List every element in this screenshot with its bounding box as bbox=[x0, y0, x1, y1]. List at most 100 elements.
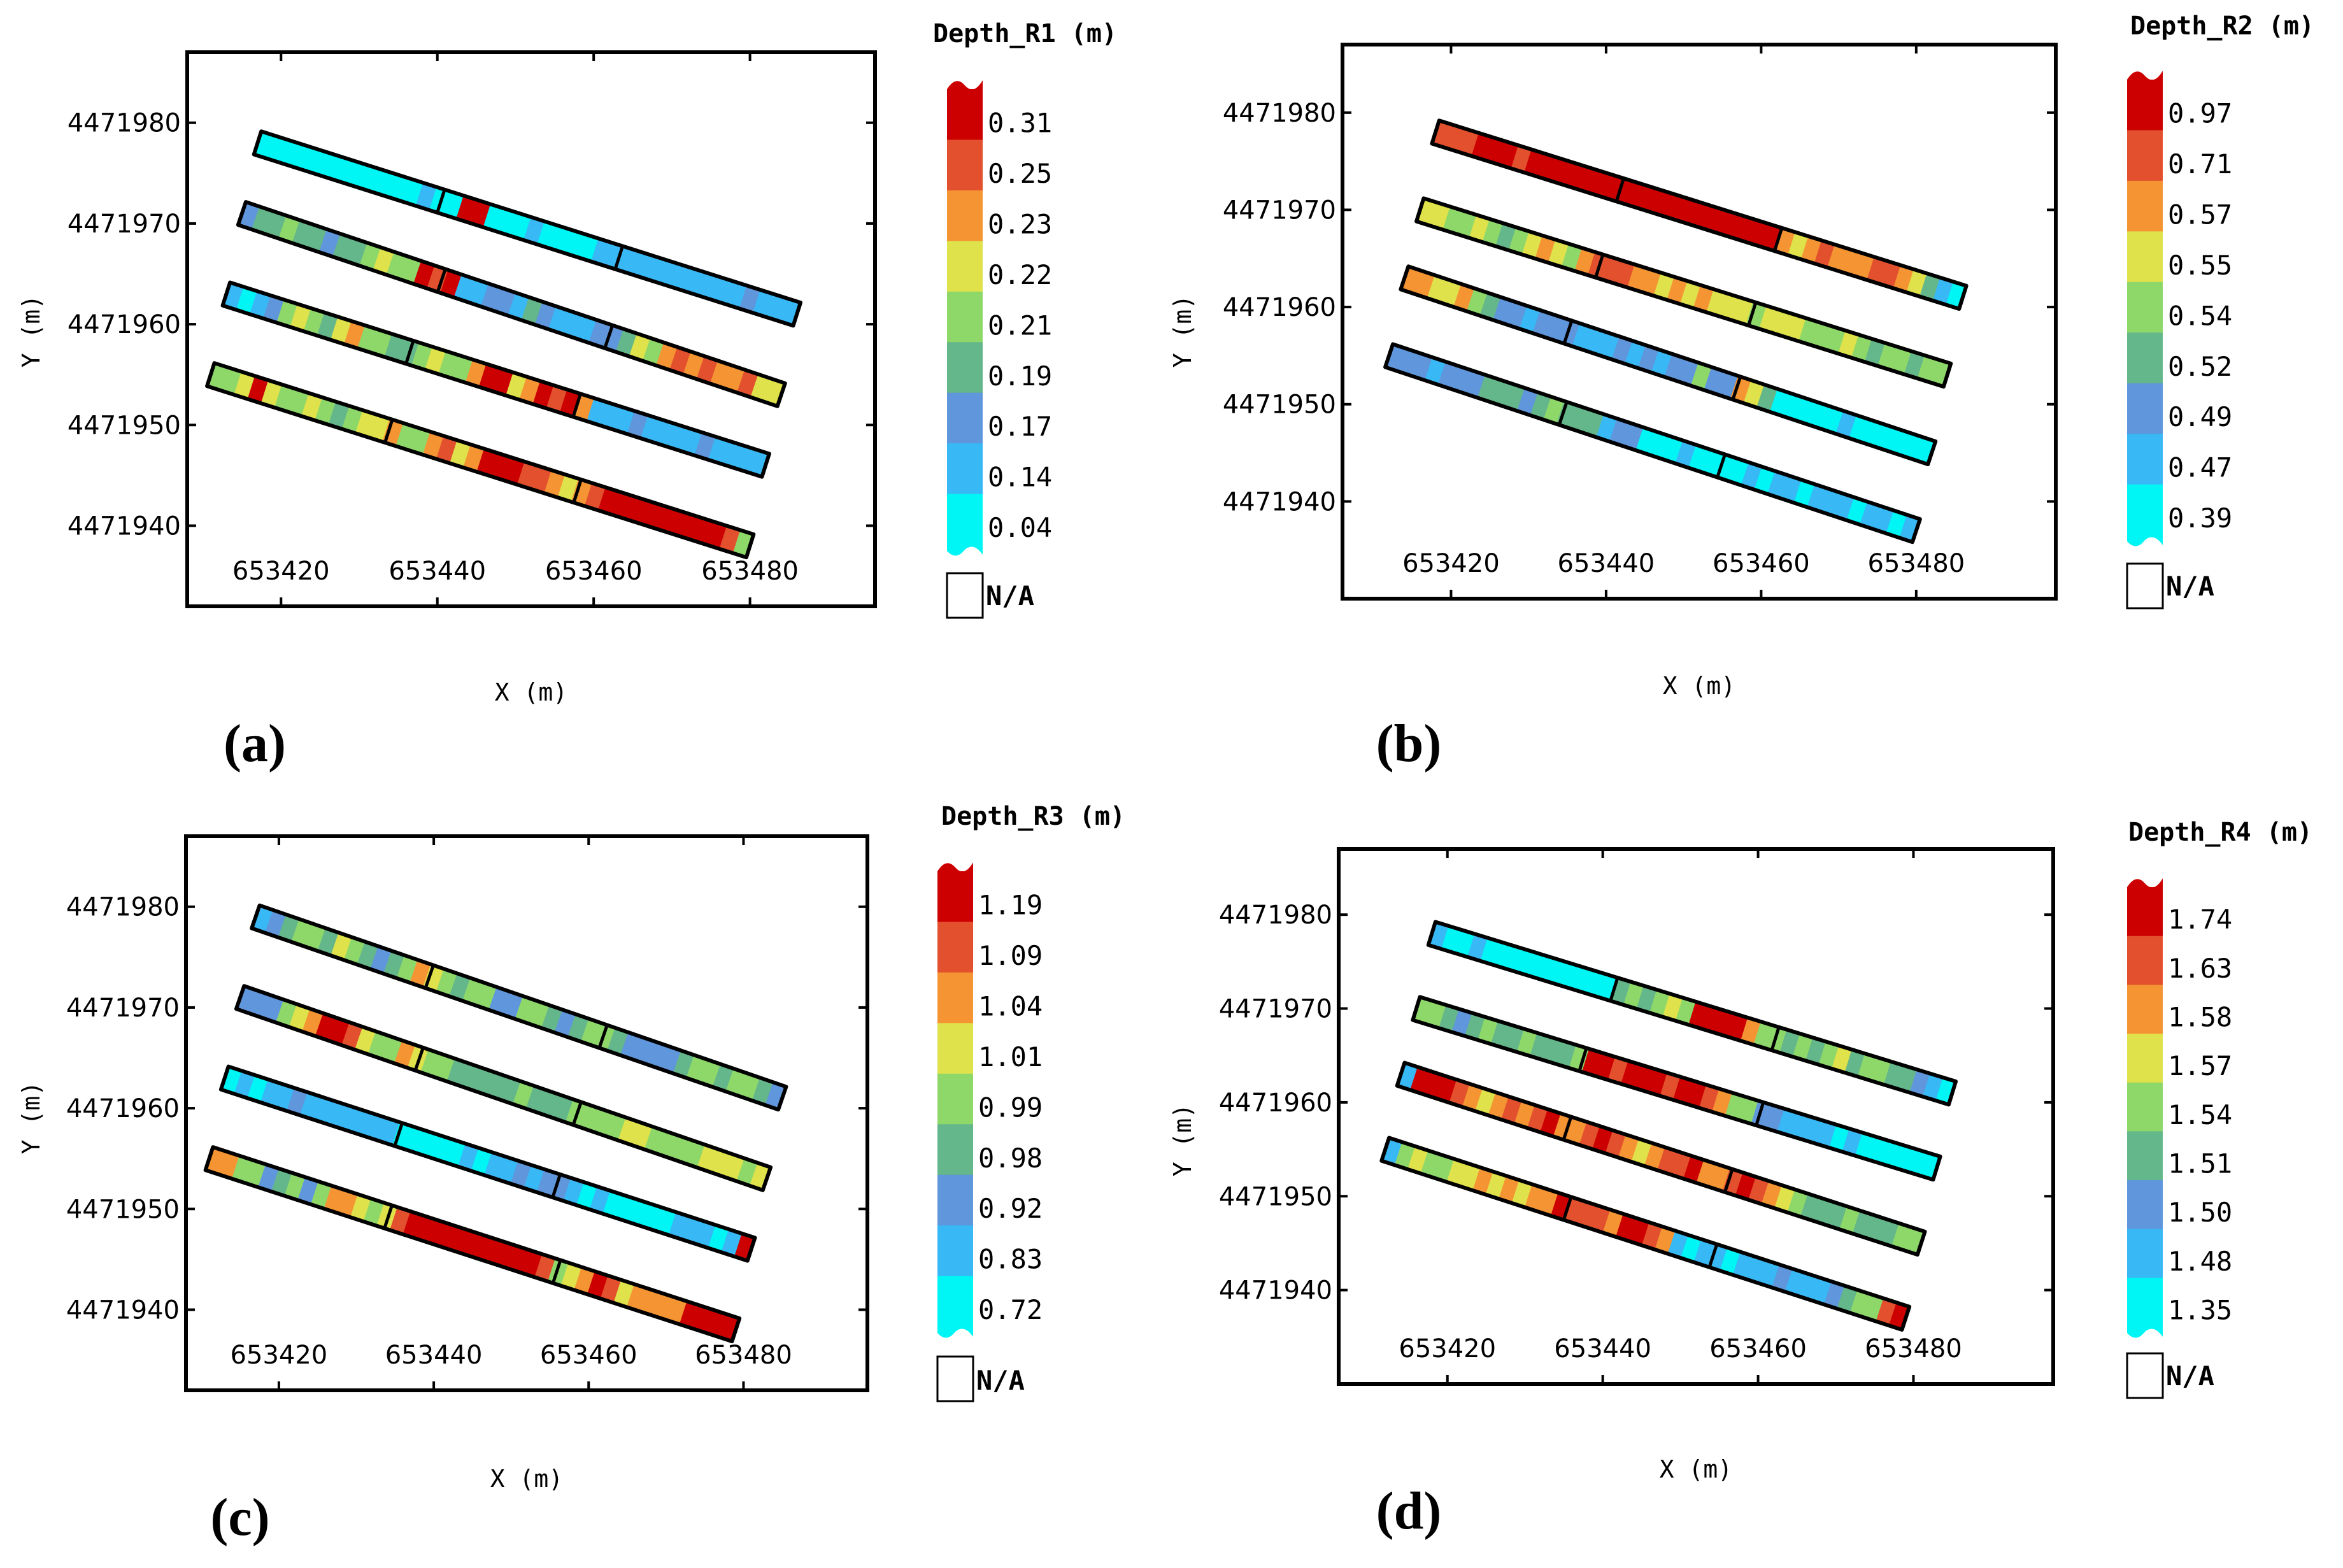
y-tick-label: 4471970 bbox=[66, 994, 180, 1023]
colorbar-segment bbox=[2127, 1082, 2163, 1132]
colorbar-tick-label: 0.21 bbox=[988, 310, 1052, 341]
segment-divider bbox=[1609, 977, 1620, 1002]
x-tick-labels: 653420 653440 653460 653480 bbox=[1402, 45, 1965, 599]
panel-a: 653420 653440 653460 653480 447198044719704… bbox=[17, 19, 1117, 773]
colorbar-label-panel bbox=[973, 871, 1048, 1327]
colorbar-label-panel bbox=[2163, 887, 2238, 1327]
y-tick-label: 4471960 bbox=[1219, 1088, 1332, 1118]
y-tick-label: 4471950 bbox=[66, 1195, 180, 1224]
na-swatch bbox=[936, 1355, 974, 1402]
colorbar-segment bbox=[947, 342, 983, 394]
strip-outline bbox=[1395, 1060, 1927, 1257]
y-tick-label: 4471950 bbox=[68, 411, 181, 440]
colorbar-tick-label: 0.83 bbox=[978, 1244, 1043, 1275]
y-tick-label: 4471940 bbox=[68, 511, 181, 541]
colorbar-segment bbox=[937, 922, 973, 973]
strip-cell bbox=[765, 1082, 787, 1110]
colorbar-segment bbox=[2127, 434, 2163, 485]
strip-cell bbox=[1930, 359, 1951, 387]
colorbar-segment bbox=[2127, 1229, 2163, 1278]
segment-divider bbox=[571, 393, 582, 418]
segment-divider bbox=[551, 1259, 562, 1284]
colorbar-tick-label: 1.50 bbox=[2168, 1197, 2232, 1228]
colorbar-cap-top bbox=[937, 862, 973, 872]
colorbar-segment bbox=[2127, 985, 2163, 1034]
strip-cell bbox=[734, 1233, 755, 1261]
segment-divider bbox=[436, 189, 446, 213]
colorbar-tick-label: 0.97 bbox=[2168, 98, 2232, 129]
colorbar-tick-label: 0.04 bbox=[988, 512, 1052, 543]
colorbar: 0.97 0.71 0.57 0.55 0.54 0.52 0.49 0.47 0.39 bbox=[2127, 71, 2238, 546]
colorbar-cap-bottom bbox=[947, 545, 983, 556]
segment-divider bbox=[413, 1047, 425, 1071]
colorbar-tick-label: 0.54 bbox=[2168, 300, 2232, 331]
strip-outline bbox=[234, 984, 773, 1192]
strip-cell bbox=[718, 1314, 740, 1342]
colorbar-tick-label: 1.54 bbox=[2168, 1099, 2232, 1130]
colorbar-tick-label: 0.57 bbox=[2168, 199, 2232, 230]
x-tick-label: 653460 bbox=[1713, 549, 1810, 578]
strip-cell bbox=[1946, 282, 1967, 309]
colorbar-tick-label: 1.35 bbox=[2168, 1295, 2232, 1326]
na-swatch bbox=[2126, 562, 2164, 609]
na-swatch bbox=[946, 572, 984, 619]
colorbar-tick-label: 1.57 bbox=[2168, 1050, 2232, 1081]
colorbar-tick-label: 0.98 bbox=[978, 1143, 1043, 1174]
colorbar-tick-label: 0.52 bbox=[2168, 351, 2232, 382]
colorbar-tick-label: 1.58 bbox=[2168, 1002, 2232, 1033]
strip-outline bbox=[218, 1064, 757, 1263]
segment-divider bbox=[1562, 1116, 1573, 1141]
strip-outline bbox=[1411, 995, 1942, 1182]
colorbar-segment bbox=[2127, 484, 2163, 536]
segment-divider bbox=[1716, 453, 1727, 478]
y-tick-labels: 4471980 4471970 4471960 4471950 4471940 bbox=[66, 893, 867, 1325]
panel-d: 653420 653440 653460 653480 447198044719704… bbox=[1169, 818, 2312, 1541]
segment-divider bbox=[603, 324, 615, 349]
y-axis-label: Y (m) bbox=[17, 1081, 45, 1154]
x-axis-label: X (m) bbox=[490, 1465, 563, 1493]
segment-divider bbox=[1747, 302, 1758, 326]
colorbar-segment bbox=[2127, 231, 2163, 283]
segment-divider bbox=[1707, 1243, 1719, 1268]
colorbar-tick-label: 0.71 bbox=[2168, 148, 2232, 180]
strip-outline bbox=[1383, 342, 1922, 545]
segment-divider bbox=[1562, 320, 1574, 345]
y-tick-label: 4471960 bbox=[66, 1094, 180, 1123]
colorbar-tick-label: 0.49 bbox=[2168, 401, 2232, 432]
segment-divider bbox=[1577, 1047, 1588, 1072]
y-tick-label: 4471980 bbox=[68, 109, 181, 138]
colorbar-tick-label: 0.55 bbox=[2168, 250, 2232, 281]
colorbar: 1.74 1.63 1.58 1.57 1.54 1.51 1.50 1.48 1.35 bbox=[2127, 878, 2238, 1338]
colorbar-title: Depth_R4 (m) bbox=[2128, 818, 2312, 847]
colorbar-segment bbox=[937, 871, 973, 922]
colorbar-cap-top bbox=[2127, 71, 2163, 80]
segment-divider bbox=[1723, 1168, 1734, 1193]
segment-divider bbox=[1557, 401, 1569, 425]
panel-label: (b) bbox=[1376, 714, 1442, 773]
y-tick-label: 4471980 bbox=[66, 893, 180, 922]
colorbar-tick-label: 0.14 bbox=[988, 462, 1052, 493]
y-tick-label: 4471960 bbox=[1223, 293, 1336, 322]
segment-divider bbox=[1562, 1196, 1573, 1221]
segment-divider bbox=[1614, 178, 1625, 203]
colorbar-segment bbox=[947, 291, 983, 343]
y-tick-label: 4471970 bbox=[1219, 995, 1332, 1024]
strip-cell bbox=[764, 378, 785, 406]
colorbar-tick-label: 1.63 bbox=[2168, 953, 2232, 984]
colorbar-cap-bottom bbox=[937, 1327, 973, 1338]
strip-layer bbox=[203, 903, 788, 1344]
y-tick-label: 4471950 bbox=[1219, 1182, 1332, 1211]
segment-divider bbox=[383, 1204, 394, 1229]
strip-layer bbox=[1379, 920, 1958, 1332]
y-tick-label: 4471940 bbox=[1223, 487, 1336, 517]
strip-layer bbox=[1383, 118, 1969, 545]
colorbar-segment bbox=[2127, 1180, 2163, 1230]
x-tick-label: 653440 bbox=[385, 1341, 483, 1370]
na-label: N/A bbox=[986, 580, 1034, 611]
x-tick-label: 653460 bbox=[1709, 1334, 1807, 1364]
colorbar-tick-label: 0.17 bbox=[988, 411, 1052, 442]
x-axis-label: X (m) bbox=[1663, 672, 1735, 700]
na-swatch bbox=[2126, 1352, 2164, 1399]
y-tick-label: 4471980 bbox=[1219, 901, 1332, 930]
y-axis-label: Y (m) bbox=[17, 295, 45, 367]
